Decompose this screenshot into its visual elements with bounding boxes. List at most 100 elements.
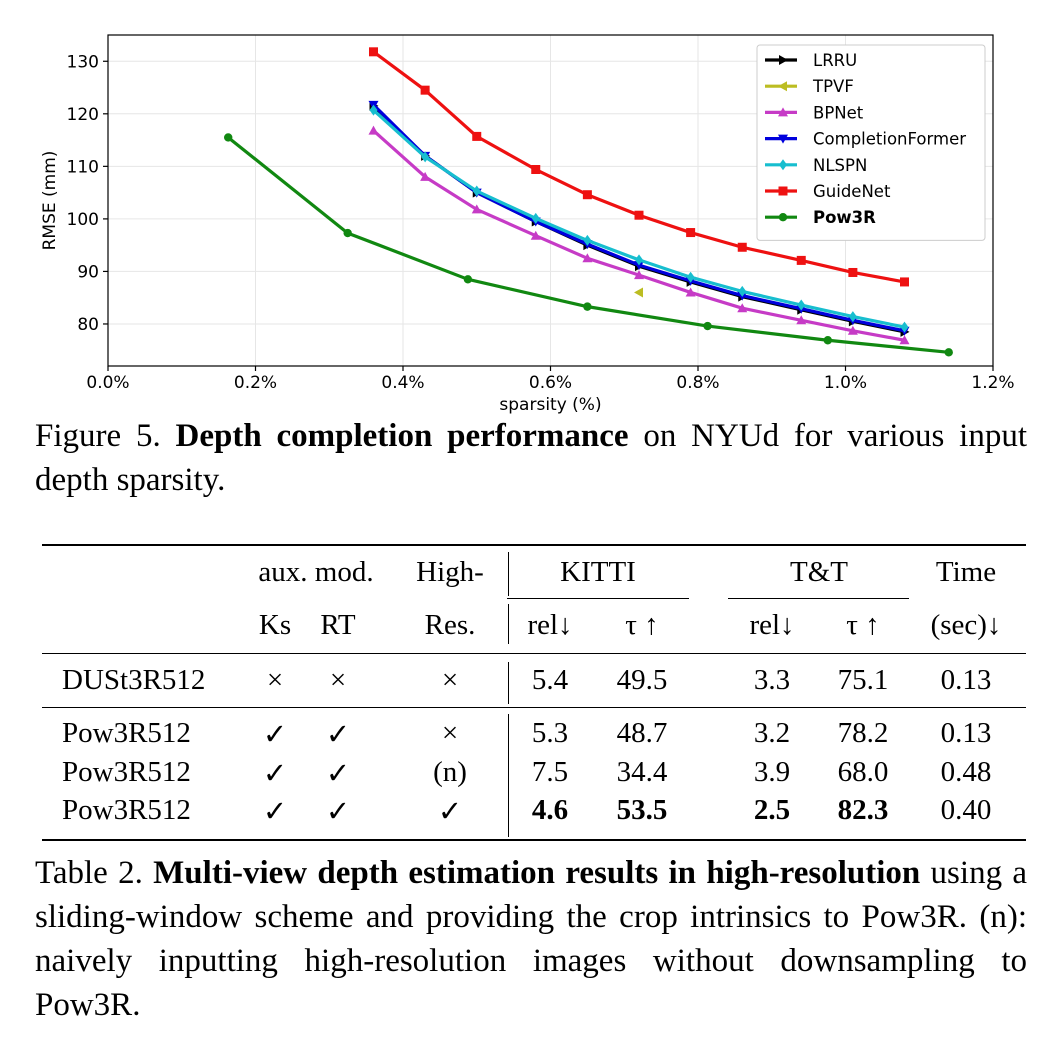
row-time: 0.40 bbox=[940, 794, 992, 826]
bpnet-point bbox=[847, 325, 858, 335]
row-tt-rel: 3.2 bbox=[753, 717, 791, 749]
bpnet-point bbox=[634, 270, 644, 280]
row-ks: ✓ bbox=[262, 758, 288, 790]
table-mid-rule bbox=[42, 707, 1026, 709]
legend-tpvf-marker bbox=[778, 81, 787, 92]
row-ks: × bbox=[266, 664, 284, 696]
bpnet-point bbox=[796, 315, 807, 325]
column-separator bbox=[508, 552, 510, 596]
guidenet-point bbox=[848, 267, 858, 277]
column-separator bbox=[508, 662, 510, 704]
legend-pow3r-label: Pow3R bbox=[813, 208, 876, 227]
legend-lrru-marker bbox=[779, 55, 788, 65]
row-method: DUSt3R512 bbox=[62, 664, 206, 696]
guidenet-point bbox=[420, 85, 430, 95]
nlspn-point bbox=[369, 104, 378, 116]
x-tick-label: 0.2% bbox=[234, 373, 277, 393]
pow3r-point bbox=[463, 275, 473, 284]
row-tt-rel: 3.9 bbox=[753, 756, 791, 788]
guidenet-point bbox=[634, 210, 644, 220]
row-rt: × bbox=[329, 664, 347, 696]
header-tt-tau: τ ↑ bbox=[846, 609, 880, 641]
header-tt: T&T bbox=[790, 556, 848, 588]
nlspn-point bbox=[583, 234, 592, 246]
legend-guidenet-marker bbox=[778, 186, 788, 196]
legend-nlspn-label: NLSPN bbox=[813, 156, 867, 175]
row-high-res: (n) bbox=[433, 756, 467, 788]
row-method: Pow3R512 bbox=[62, 717, 191, 749]
figure-caption-rest: on NYUd for various input depth sparsity… bbox=[35, 418, 1027, 498]
nlspn-point bbox=[421, 151, 430, 163]
column-separator bbox=[508, 714, 510, 837]
tpvf-point bbox=[634, 287, 643, 298]
header-high: High- bbox=[416, 556, 484, 588]
bpnet-point bbox=[420, 171, 431, 181]
pow3r-point bbox=[583, 302, 592, 311]
x-tick-label: 0.6% bbox=[529, 373, 572, 393]
row-kitti-rel: 5.3 bbox=[531, 717, 569, 749]
y-tick-label: 80 bbox=[77, 315, 99, 335]
row-kitti-tau: 48.7 bbox=[616, 717, 668, 749]
table-caption: Table 2. Multi-view depth estimation res… bbox=[35, 851, 1027, 1027]
header-tt-rel: rel↓ bbox=[749, 609, 795, 641]
table-caption-rest: using a sliding-window scheme and provid… bbox=[35, 855, 1027, 1023]
nlspn-point bbox=[472, 185, 481, 197]
row-high-res: ✓ bbox=[437, 796, 463, 828]
row-kitti-rel: 7.5 bbox=[531, 756, 569, 788]
legend-tpvf-label: TPVF bbox=[812, 77, 854, 96]
x-tick-label: 0.0% bbox=[86, 373, 129, 393]
row-ks: ✓ bbox=[262, 796, 288, 828]
y-tick-label: 90 bbox=[77, 262, 99, 282]
tt-underline bbox=[728, 598, 909, 600]
table-bottom-rule bbox=[42, 839, 1026, 842]
x-tick-label: 0.8% bbox=[676, 373, 719, 393]
row-tt-rel: 2.5 bbox=[753, 794, 791, 826]
y-axis-label: RMSE (mm) bbox=[40, 151, 60, 251]
figure-label: Figure 5. bbox=[35, 418, 161, 454]
legend-bpnet-label: BPNet bbox=[813, 103, 864, 122]
nlspn-point bbox=[848, 311, 857, 323]
header-kitti: KITTI bbox=[560, 556, 636, 588]
y-tick-label: 120 bbox=[67, 105, 99, 125]
table-label: Table 2. bbox=[35, 855, 143, 891]
row-kitti-rel: 5.4 bbox=[531, 664, 569, 696]
row-method: Pow3R512 bbox=[62, 756, 191, 788]
guidenet-point bbox=[737, 242, 747, 252]
bpnet-point bbox=[737, 303, 748, 313]
x-tick-label: 1.2% bbox=[971, 373, 1014, 393]
row-kitti-rel: 4.6 bbox=[531, 794, 569, 826]
pow3r-point bbox=[343, 228, 352, 238]
nlspn-point bbox=[635, 254, 643, 266]
pow3r-point bbox=[224, 133, 233, 142]
row-rt: ✓ bbox=[325, 719, 351, 751]
row-high-res: × bbox=[441, 664, 459, 696]
guidenet-point bbox=[900, 277, 909, 287]
figure-caption: Figure 5. Depth completion performance o… bbox=[35, 414, 1027, 502]
guidenet-point bbox=[796, 255, 806, 265]
header-kitti-rel: rel↓ bbox=[527, 609, 573, 641]
guidenet-point bbox=[369, 47, 378, 57]
nlspn-point bbox=[738, 285, 747, 297]
depth-completion-chart: 0.0% 0.2% 0.4% 0.6% 0.8% 1.0% 1.2% 80 90 100 110 12… bbox=[40, 34, 1015, 415]
legend-completionformer-label: CompletionFormer bbox=[813, 130, 966, 149]
row-tt-tau: 82.3 bbox=[837, 794, 889, 826]
legend-box bbox=[756, 44, 986, 241]
nlspn-point bbox=[686, 271, 695, 283]
row-time: 0.13 bbox=[940, 717, 992, 749]
row-high-res: × bbox=[441, 717, 459, 749]
results-table: aux. mod. High- KITTI T&T Time Ks RT Res. rel↓ τ … bbox=[42, 544, 1026, 844]
kitti-underline bbox=[507, 598, 689, 600]
header-ks: Ks bbox=[258, 609, 292, 641]
completionformer-point bbox=[634, 261, 644, 271]
guidenet-point bbox=[472, 131, 482, 141]
pow3r-point bbox=[944, 348, 953, 357]
bpnet-point bbox=[685, 287, 696, 297]
legend-completionformer-marker bbox=[778, 134, 788, 144]
header-time-unit: (sec)↓ bbox=[930, 609, 1002, 641]
row-rt: ✓ bbox=[325, 758, 351, 790]
table-top-rule bbox=[42, 544, 1026, 547]
nlspn-point bbox=[797, 299, 806, 311]
column-separator bbox=[508, 604, 510, 644]
legend-lrru-label: LRRU bbox=[813, 51, 857, 70]
row-ks: ✓ bbox=[262, 719, 288, 751]
